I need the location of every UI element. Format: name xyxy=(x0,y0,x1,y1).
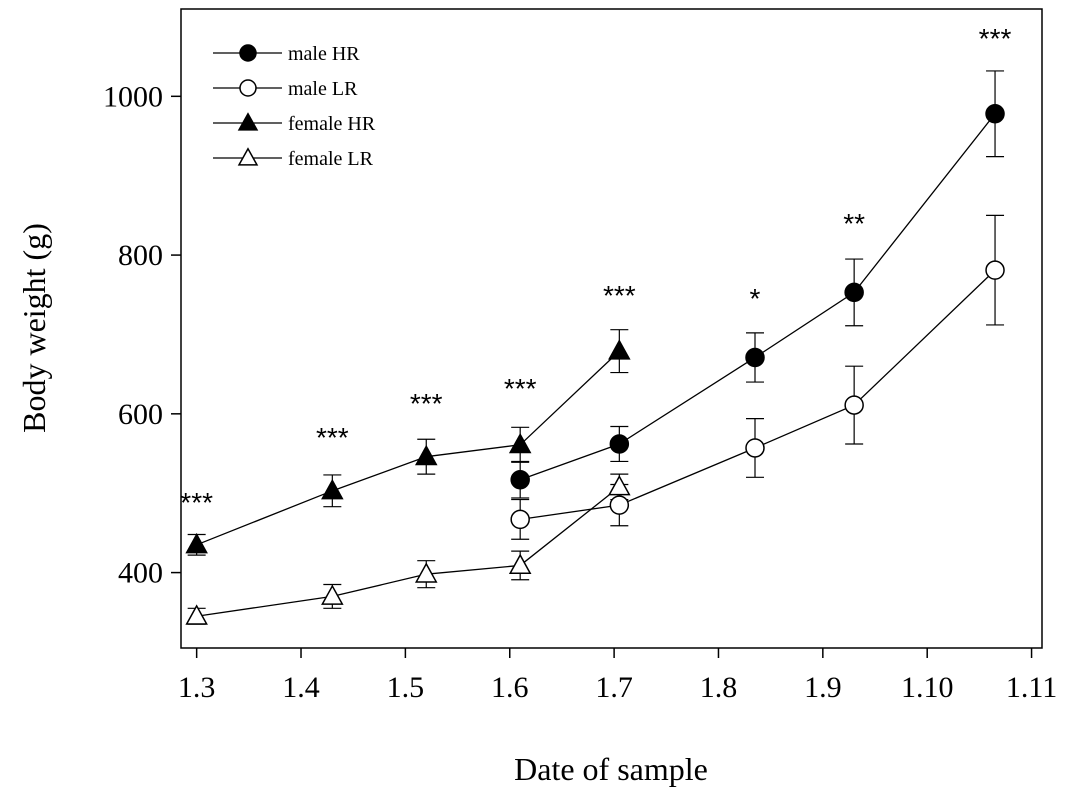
significance-label: *** xyxy=(603,280,636,311)
legend-marker xyxy=(239,79,257,97)
data-point-female-hr xyxy=(414,444,438,466)
series-line-female-hr xyxy=(196,350,620,546)
data-point-female-hr xyxy=(508,432,532,454)
data-point-female-lr xyxy=(508,553,532,574)
significance-label: *** xyxy=(316,422,349,453)
data-point-male-hr xyxy=(745,347,765,368)
x-tick-label: 1.5 xyxy=(387,671,425,704)
data-point-male-lr xyxy=(844,395,864,415)
x-tick-label: 1.8 xyxy=(700,671,738,704)
data-point-female-hr xyxy=(608,339,631,360)
legend-item: male LR xyxy=(213,78,358,100)
series-lines xyxy=(196,113,996,617)
x-axis-title: Date of sample xyxy=(514,751,708,787)
data-point-male-lr xyxy=(985,260,1005,280)
y-tick-label: 600 xyxy=(118,398,163,431)
plot-frame xyxy=(180,8,1043,649)
y-tick-label: 1000 xyxy=(103,80,163,113)
data-point-male-hr xyxy=(844,282,864,303)
legend-item: female LR xyxy=(213,147,374,170)
y-axis-title: Body weight (g) xyxy=(16,223,52,433)
data-point-male-hr xyxy=(510,469,530,490)
x-tick-label: 1.11 xyxy=(1006,671,1057,704)
data-point-male-hr xyxy=(609,434,630,454)
significance-annotations: ********* ****** ****** xyxy=(180,23,1011,518)
legend-marker xyxy=(237,147,259,166)
legend-item: male HR xyxy=(213,43,360,65)
x-tick-label: 1.4 xyxy=(282,671,320,704)
x-tick-label: 1.7 xyxy=(595,671,633,704)
legend-label: female LR xyxy=(288,148,374,170)
data-markers xyxy=(185,104,1005,625)
x-tick-label: 1.3 xyxy=(178,671,216,704)
x-tick-label: 1.9 xyxy=(804,671,842,704)
data-point-male-lr xyxy=(609,495,630,515)
significance-label: * xyxy=(750,283,761,314)
data-point-female-lr xyxy=(185,604,208,625)
legend-item: female HR xyxy=(213,112,376,135)
significance-label: *** xyxy=(180,487,213,518)
significance-label: *** xyxy=(979,23,1012,54)
data-point-female-hr xyxy=(185,532,208,554)
data-point-male-lr xyxy=(745,438,765,458)
data-point-female-lr xyxy=(414,562,438,583)
legend-label: female HR xyxy=(288,113,376,135)
data-point-male-hr xyxy=(985,104,1005,124)
data-point-female-hr xyxy=(321,478,344,500)
legend: male HR male LR female HR female LR xyxy=(213,43,376,170)
x-tick-label: 1.10 xyxy=(901,671,954,704)
legend-marker xyxy=(237,112,259,131)
legend-label: male LR xyxy=(288,78,358,100)
y-tick-label: 800 xyxy=(118,239,163,272)
significance-label: ** xyxy=(843,208,865,239)
series-line-female-lr xyxy=(196,486,620,617)
y-tick-label: 400 xyxy=(118,557,163,590)
x-tick-label: 1.6 xyxy=(491,671,529,704)
axis-ticks: 1.3 1.4 1.5 1.6 1.7 1.8 1.9 1.10 1.11 400 600 800 10… xyxy=(103,80,1057,704)
data-point-male-lr xyxy=(510,509,530,530)
legend-label: male HR xyxy=(288,43,360,65)
significance-label: *** xyxy=(410,388,443,419)
data-point-female-lr xyxy=(321,584,344,605)
legend-marker xyxy=(239,44,257,62)
data-point-female-lr xyxy=(608,474,631,496)
significance-label: *** xyxy=(504,373,537,404)
